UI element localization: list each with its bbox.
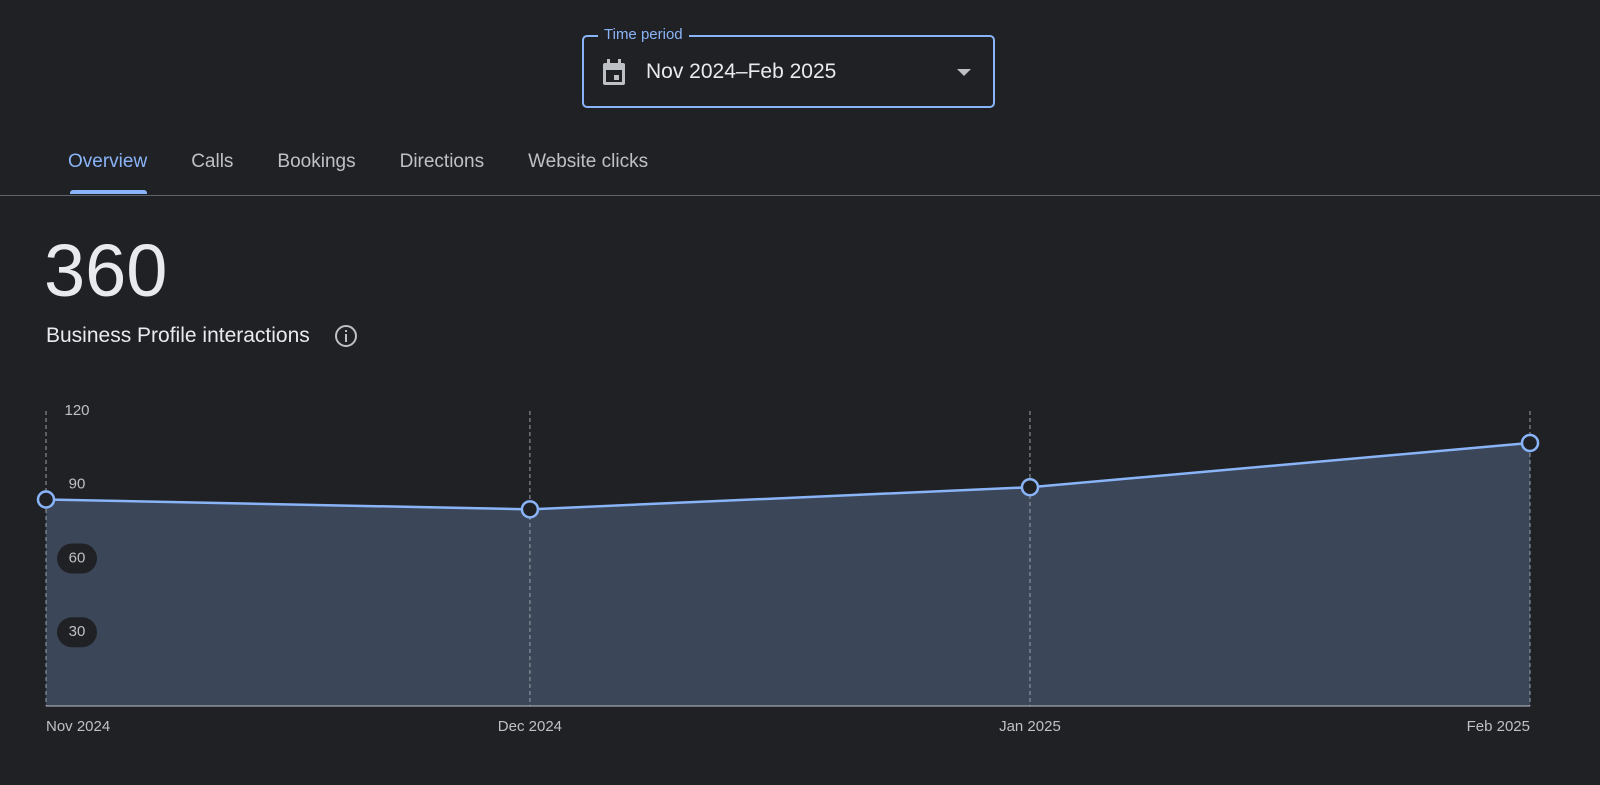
y-tick-label: 30	[69, 623, 86, 640]
metric-label: Business Profile interactions	[46, 324, 310, 347]
y-tick-label-bg	[57, 617, 97, 648]
area	[46, 442, 1530, 706]
tab[interactable]: Website clicks	[528, 151, 649, 172]
y-tick-label-bg	[57, 543, 97, 574]
tab[interactable]: Calls	[191, 151, 234, 172]
x-tick-label: Nov 2024	[46, 718, 110, 735]
separator	[0, 195, 1600, 196]
x-tick-label: Jan 2025	[999, 718, 1061, 735]
y-tick-label-bg	[57, 469, 97, 500]
x-tick-label: Feb 2025	[1467, 718, 1530, 735]
calendar-icon	[603, 59, 625, 85]
tab[interactable]: Bookings	[277, 151, 356, 172]
point	[1020, 477, 1040, 497]
time-period-select[interactable]: Time period Nov 2024–Feb 2025	[582, 26, 995, 108]
point	[36, 490, 56, 509]
time-period-value: Nov 2024–Feb 2025	[646, 60, 837, 83]
y-tick-label-bg	[57, 396, 97, 426]
point	[520, 500, 540, 519]
info-icon[interactable]	[334, 324, 358, 348]
line	[45, 441, 1531, 511]
x-tick-label: Dec 2024	[498, 718, 562, 735]
point	[1520, 433, 1540, 453]
y-tick-label: 60	[69, 549, 86, 566]
y-tick-label: 90	[69, 476, 86, 493]
metric-value: 360	[44, 229, 168, 312]
y-tick-label: 120	[64, 402, 89, 419]
tab[interactable]: Overview	[46, 148, 169, 194]
tab-bar: Overview Calls Bookings Directions Website c…	[46, 148, 670, 194]
dropdown-arrow	[957, 69, 971, 76]
time-period-label: Time period	[598, 26, 689, 44]
tab[interactable]: Directions	[399, 151, 485, 172]
